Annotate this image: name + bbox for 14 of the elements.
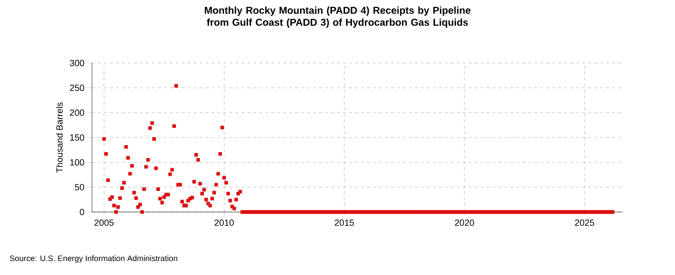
y-tick-label: 100 [70,159,84,166]
x-tick-label: 2005 [94,220,114,226]
y-tick-label: 150 [70,134,84,141]
x-tick-label: 2020 [454,220,474,226]
y-tick-label: 200 [70,109,84,116]
x-tick-label: 2025 [575,220,594,226]
y-tick-label: 250 [70,84,84,92]
y-tick-label: 50 [74,184,84,190]
x-tick-label: 2010 [214,220,234,226]
y-tick-label: 300 [70,60,84,66]
y-tick-label: 0 [80,208,84,216]
x-tick-label: 2015 [334,220,354,226]
chart-title: Monthly Rocky Mountain (PADD 4) Receipts by Pipeline from Gulf Coast (PADD 3) of Hydrocarbon Gas Liquids [204,6,470,28]
y-axis-title: Thousand Barrels [56,102,63,173]
